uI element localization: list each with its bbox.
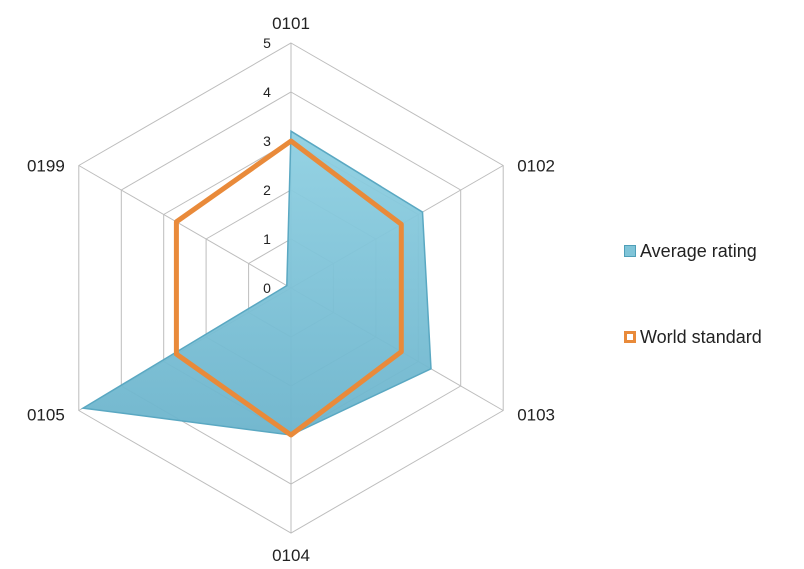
legend-item-average-rating[interactable]: Average rating — [624, 238, 762, 264]
series-world-standard-line — [173, 138, 404, 438]
tick-label-4: 4 — [263, 84, 271, 100]
series-average-rating-area — [80, 129, 432, 436]
axis-label-0104: 0104 — [272, 546, 310, 565]
legend-label-world-standard: World standard — [640, 326, 762, 347]
tick-label-5: 5 — [263, 35, 271, 51]
tick-label-2: 2 — [263, 182, 271, 198]
tick-label-3: 3 — [263, 133, 271, 149]
legend: Average rating World standard — [624, 238, 762, 350]
axis-label-0103: 0103 — [517, 406, 555, 425]
tick-label-1: 1 — [263, 231, 271, 247]
legend-label-average-rating: Average rating — [640, 240, 757, 261]
legend-item-world-standard[interactable]: World standard — [624, 324, 762, 350]
axis-label-0199: 0199 — [27, 157, 65, 176]
legend-swatch-world-standard — [624, 331, 636, 343]
legend-swatch-average-rating — [624, 245, 636, 257]
series-layer — [80, 129, 432, 438]
tick-label-0: 0 — [263, 280, 271, 296]
axis-label-0101: 0101 — [272, 14, 310, 33]
axis-labels: 0101 0102 0103 0104 0105 0199 — [27, 14, 555, 565]
spoke-0199 — [78, 165, 292, 289]
axis-label-0102: 0102 — [517, 157, 555, 176]
axis-label-0105: 0105 — [27, 406, 65, 425]
tick-labels: 0 1 2 3 4 5 — [263, 35, 271, 296]
